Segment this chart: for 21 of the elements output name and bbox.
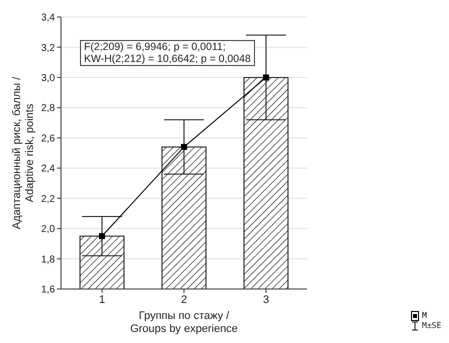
x-tick-label: 1 [98, 294, 106, 306]
x-axis-title: Группы по стажу / Groups by experience [130, 310, 238, 335]
x-tick-label: 2 [180, 294, 188, 306]
annotation: F(2;209) = 6,9946; p = 0,0011; KW-H(2;212) = 10,6642; p = 0,0048 [80, 40, 255, 66]
y-tick-label: 2,4 [41, 164, 56, 175]
y-tick-label: 1,6 [41, 284, 56, 296]
y-axis-title: Адаптационный риск, баллы / Adaptive risk, points [11, 76, 36, 230]
text: M±SE [422, 321, 442, 331]
y-tick-label: 3,2 [41, 42, 56, 54]
x-tick-label: 3 [262, 294, 270, 306]
y-tick-label: 2,0 [41, 224, 56, 236]
y-tick-label: 2,8 [41, 103, 56, 114]
y-tick-label: 2,6 [41, 133, 56, 144]
y-tick-label: 2,2 [41, 194, 56, 205]
y-tick-label: 1,8 [41, 254, 56, 266]
y-tick-label: 3,4 [41, 12, 56, 24]
y-tick-label: 3,0 [41, 72, 56, 84]
point [181, 144, 187, 150]
point [263, 74, 269, 80]
point [99, 233, 105, 240]
legend-label: M [422, 311, 427, 321]
